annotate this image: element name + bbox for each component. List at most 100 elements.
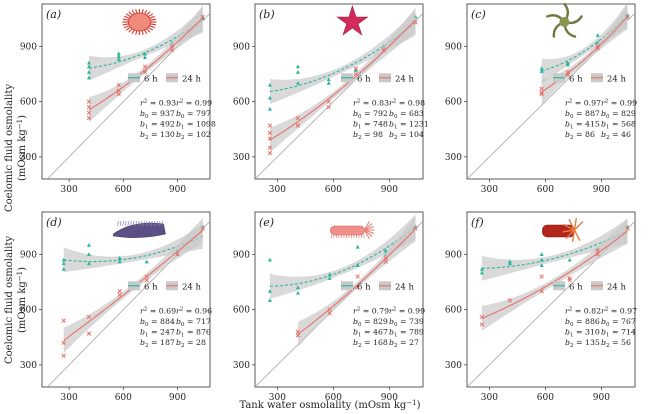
sea-cucumber-red-icon (542, 218, 584, 242)
stat-b2-24h: b2 = 28 (176, 338, 206, 349)
x-tick-label: 900 (169, 185, 186, 195)
data-point-6h (144, 259, 149, 264)
plot-area (255, 7, 423, 179)
ci-band-6h (269, 10, 416, 105)
data-point-24h (144, 274, 149, 279)
panel-5: 300 300 600 600 900 900 (f) 6 h 24 h r2 = 0.82 r2 … (445, 211, 637, 403)
data-point-24h (539, 274, 544, 279)
stat-b0-24h: b0 = 829 (601, 109, 636, 120)
data-point-24h (326, 105, 331, 110)
plot-frame (254, 3, 424, 180)
data-point-6h (117, 259, 122, 264)
data-point-6h (295, 69, 300, 74)
data-point-24h (565, 72, 570, 78)
data-point-6h (539, 252, 544, 256)
sea-star-icon (336, 5, 369, 36)
stat-r2-6h: r2 = 0.83 (353, 99, 389, 108)
stat-b0-6h: b0 = 884 (140, 317, 175, 328)
data-point-6h (267, 289, 272, 293)
data-point-6h (267, 257, 272, 262)
data-point-6h (61, 261, 66, 266)
x-tick-label: 300 (269, 185, 286, 195)
stat-b2-24h: b2 = 56 (601, 338, 631, 349)
y-tick-label: 300 (445, 153, 462, 163)
data-point-24h (86, 105, 92, 110)
data-point-24h (117, 292, 122, 298)
y-tick-label: 300 (445, 361, 462, 371)
legend-label-6h: 6 h (357, 74, 371, 84)
data-point-6h (595, 33, 600, 37)
ci-band-6h (89, 7, 203, 81)
data-point-6h (295, 64, 300, 69)
data-point-24h (61, 318, 66, 323)
stat-r2-24h: r2 = 0.96 (176, 307, 212, 316)
data-point-6h (86, 261, 91, 266)
fit-line-24h (88, 17, 204, 111)
y-axis-title-line2-lower: (mOsm kg−1) (16, 267, 28, 333)
y-tick-label: 900 (233, 250, 250, 260)
data-point-24h (86, 314, 92, 320)
data-point-6h (61, 257, 66, 262)
stat-b1-6h: b1 = 415 (565, 120, 600, 131)
stat-b2-6h: b2 = 86 (565, 130, 595, 141)
y-tick-label: 600 (20, 306, 37, 316)
stat-b0-24h: b0 = 739 (389, 317, 424, 328)
x-tick-label: 900 (381, 393, 398, 403)
data-point-6h (565, 62, 570, 67)
panel-label: (d) (46, 216, 62, 229)
data-point-6h (267, 298, 272, 303)
stat-b0-24h: b0 = 797 (176, 109, 211, 120)
stat-b2-6h: b2 = 98 (353, 130, 383, 141)
data-point-6h (326, 77, 331, 82)
panel-2: 300 300 600 600 900 900 (c) 6 h 24 h r2 = 0.97 r2 … (445, 2, 637, 195)
data-point-6h (539, 66, 544, 71)
data-point-6h (567, 257, 572, 262)
data-point-6h (479, 270, 484, 275)
stat-b1-24h: b1 = 1231 (389, 120, 429, 131)
stat-b0-24h: b0 = 717 (176, 317, 211, 328)
data-point-6h (86, 252, 91, 256)
data-point-24h (353, 66, 358, 71)
data-point-6h (86, 69, 91, 74)
stat-r2-24h: r2 = 0.99 (601, 99, 637, 108)
stat-r2-6h: r2 = 0.82 (565, 307, 601, 316)
legend-label-24h: 24 h (607, 74, 627, 84)
plot-frame (41, 211, 211, 388)
data-point-24h (413, 20, 418, 25)
panel-3: 300 300 600 600 900 900 (d) 6 h 24 h r2 = 0.69 r2 … (20, 211, 212, 403)
panel-label: (e) (259, 216, 274, 229)
panel-0: 300 300 600 600 900 900 (a) 6 h 24 h r2 = 0.93 r2 … (20, 3, 216, 195)
data-point-6h (479, 266, 484, 271)
data-point-24h (117, 289, 122, 294)
stat-b0-6h: b0 = 792 (353, 109, 388, 120)
data-point-24h (479, 314, 485, 320)
y-axis-title-line1-lower: Coelomic fluid osmolality (4, 236, 15, 364)
data-point-6h (295, 285, 300, 290)
stat-r2-24h: r2 = 0.97 (601, 307, 637, 316)
stat-b1-6h: b1 = 748 (353, 120, 388, 131)
legend-label-24h: 24 h (607, 282, 627, 292)
data-point-6h (507, 261, 512, 266)
legend-label-24h: 24 h (182, 282, 202, 292)
stat-b1-6h: b1 = 247 (140, 328, 175, 339)
x-tick-label: 300 (61, 185, 78, 195)
data-point-24h (625, 14, 630, 20)
sea-urchin-icon (122, 9, 157, 35)
y-tick-label: 900 (233, 42, 250, 52)
data-point-24h (142, 70, 148, 75)
panel-label: (f) (471, 216, 484, 229)
stat-b1-24h: b1 = 714 (601, 328, 636, 339)
x-tick-label: 900 (593, 393, 610, 403)
stat-b0-24h: b0 = 683 (389, 109, 424, 120)
data-point-24h (267, 151, 273, 156)
data-point-6h (267, 106, 272, 111)
stat-r2-6h: r2 = 0.97 (565, 99, 601, 108)
data-point-6h (86, 64, 91, 69)
data-point-6h (295, 81, 300, 85)
x-tick-label: 900 (169, 393, 186, 403)
data-point-24h (355, 285, 360, 290)
x-axis-title-superscript: −1 (406, 399, 416, 407)
x-tick-label: 600 (537, 393, 554, 403)
data-point-6h (86, 242, 91, 247)
